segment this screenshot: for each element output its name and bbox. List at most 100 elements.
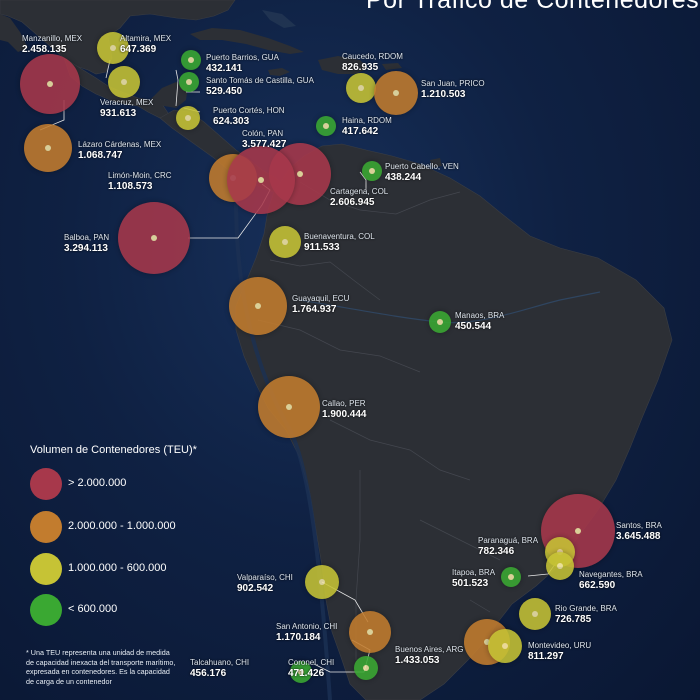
- port-dot: [110, 45, 116, 51]
- port-name: Manaos, BRA: [455, 311, 505, 320]
- port-label-coronel-chi: Coronel, CHI 471.426: [288, 658, 334, 680]
- port-bubble-itapoa-bra: [501, 567, 521, 587]
- port-label-valparaiso-chi: Valparaíso, CHI 902.542: [237, 573, 293, 595]
- port-name: Callao, PER: [322, 399, 366, 408]
- port-value: 1.764.937: [292, 304, 337, 315]
- port-label-montevideo-uru: Montevideo, URU 811.297: [528, 641, 591, 663]
- port-value: 501.523: [452, 578, 489, 589]
- port-bubble-balboa-pan: [118, 202, 190, 274]
- port-dot: [532, 611, 538, 617]
- legend-swatch-orange: [30, 511, 62, 543]
- port-label-colon-pan: Colón, PAN 3.577.427: [242, 129, 287, 151]
- port-bubble-montevideo-uru: [488, 629, 522, 663]
- port-dot: [258, 177, 264, 183]
- port-dot: [393, 90, 399, 96]
- port-value: 1.433.053: [395, 655, 440, 666]
- port-value: 902.542: [237, 583, 274, 594]
- port-dot: [286, 404, 292, 410]
- port-dot: [282, 239, 288, 245]
- port-name: Colón, PAN: [242, 129, 284, 138]
- port-bubble-cartagena-col: [227, 146, 295, 214]
- port-value: 432.141: [206, 63, 243, 74]
- port-dot: [255, 303, 261, 309]
- port-bubble-navegantes-bra: [546, 552, 574, 580]
- port-label-puerto-cortes-hon: Puerto Cortés, HON 624.303: [213, 106, 285, 128]
- legend-label-green: < 600.000: [68, 603, 118, 615]
- port-name: Lázaro Cárdenas, MEX: [78, 140, 162, 149]
- port-value: 1.108.573: [108, 181, 153, 192]
- port-bubble-puerto-cortes-hon: [176, 106, 200, 130]
- port-bubble-rio-grande-bra: [519, 598, 551, 630]
- port-name: Talcahuano, CHI: [190, 658, 250, 667]
- port-bubble-coronel-chi: [354, 656, 378, 680]
- land-baja: [0, 14, 28, 52]
- port-label-buenaventura-col: Buenaventura, COL 911.533: [304, 232, 375, 254]
- port-label-itapoa-bra: Itapoa, BRA 501.523: [452, 568, 495, 590]
- port-dot: [186, 79, 192, 85]
- port-label-manzanillo-mex: Manzanillo, MEX 2.458.135: [22, 34, 82, 56]
- port-dot: [363, 665, 369, 671]
- port-value: 2.458.135: [22, 44, 67, 55]
- port-dot: [297, 171, 303, 177]
- port-name: Caucedo, RDOM: [342, 52, 403, 61]
- port-value: 782.346: [478, 546, 515, 557]
- port-value: 811.297: [528, 651, 564, 662]
- land-puerto-rico: [382, 63, 402, 70]
- port-name: Manzanillo, MEX: [22, 34, 83, 43]
- port-name: Rio Grande, BRA: [555, 604, 617, 613]
- port-name: Haina, RDOM: [342, 116, 392, 125]
- port-dot: [188, 57, 194, 63]
- port-bubble-puerto-barrios-gua: [181, 50, 201, 70]
- port-value: 417.642: [342, 126, 379, 137]
- port-name: Limón-Moin, CRC: [108, 171, 172, 180]
- legend-label-red: > 2.000.000: [68, 477, 127, 489]
- port-label-talcahuano-chi: Talcahuano, CHI 456.176: [190, 658, 249, 680]
- port-dot: [575, 528, 581, 534]
- port-bubble-valparaiso-chi: [305, 565, 339, 599]
- port-dot: [557, 563, 563, 569]
- port-bubble-guayaquil-ecu: [229, 277, 287, 335]
- port-value: 1.210.503: [421, 89, 466, 100]
- port-label-altamira-mex: Altamira, MEX 647.369: [120, 34, 171, 56]
- port-bubble-manzanillo-mex: [20, 54, 80, 114]
- map-title: Por Tráfico de Contenedores: [366, 0, 700, 14]
- port-value: 456.176: [190, 668, 227, 679]
- land-hispaniola: [318, 56, 368, 74]
- port-value: 529.450: [206, 86, 243, 97]
- port-bubble-san-antonio-chi: [349, 611, 391, 653]
- port-name: Santos, BRA: [616, 521, 662, 530]
- port-name: Puerto Barrios, GUA: [206, 53, 279, 62]
- port-value: 1.068.747: [78, 150, 123, 161]
- port-dot: [47, 81, 53, 87]
- port-label-limon-moin-crc: Limón-Moin, CRC 1.108.573: [108, 171, 172, 193]
- port-name: Guayaquil, ECU: [292, 294, 350, 303]
- port-bubble-san-juan-prico: [374, 71, 418, 115]
- port-name: Puerto Cabello, VEN: [385, 162, 459, 171]
- port-label-buenos-aires-arg: Buenos Aires, ARG 1.433.053: [395, 645, 463, 667]
- port-name: Puerto Cortés, HON: [213, 106, 285, 115]
- port-dot: [121, 79, 127, 85]
- port-label-navegantes-bra: Navegantes, BRA 662.590: [579, 570, 643, 592]
- port-label-balboa-pan: Balboa, PAN 3.294.113: [64, 233, 109, 255]
- port-value: 2.606.945: [330, 197, 375, 208]
- port-label-veracruz-mex: Veracruz, MEX 931.613: [100, 98, 153, 120]
- port-dot: [323, 123, 329, 129]
- port-value: 1.900.444: [322, 409, 367, 420]
- port-value: 931.613: [100, 108, 137, 119]
- port-name: Buenaventura, COL: [304, 232, 375, 241]
- port-bubble-puerto-cabello-ven: [362, 161, 382, 181]
- port-dot: [151, 235, 157, 241]
- port-value: 471.426: [288, 668, 325, 679]
- legend-label-yellow: 1.000.000 - 600.000: [68, 562, 167, 574]
- port-name: Navegantes, BRA: [579, 570, 643, 579]
- port-label-lazaro-cardenas-mex: Lázaro Cárdenas, MEX 1.068.747: [78, 140, 161, 162]
- port-dot: [367, 629, 373, 635]
- port-name: Veracruz, MEX: [100, 98, 154, 107]
- port-dot: [484, 639, 490, 645]
- port-dot: [358, 85, 364, 91]
- legend-swatch-yellow: [30, 553, 62, 585]
- port-label-santo-tomas-de-castilla-gua: Santo Tomás de Castilla, GUA 529.450: [206, 76, 314, 98]
- port-label-guayaquil-ecu: Guayaquil, ECU 1.764.937: [292, 294, 349, 316]
- port-name: Coronel, CHI: [288, 658, 335, 667]
